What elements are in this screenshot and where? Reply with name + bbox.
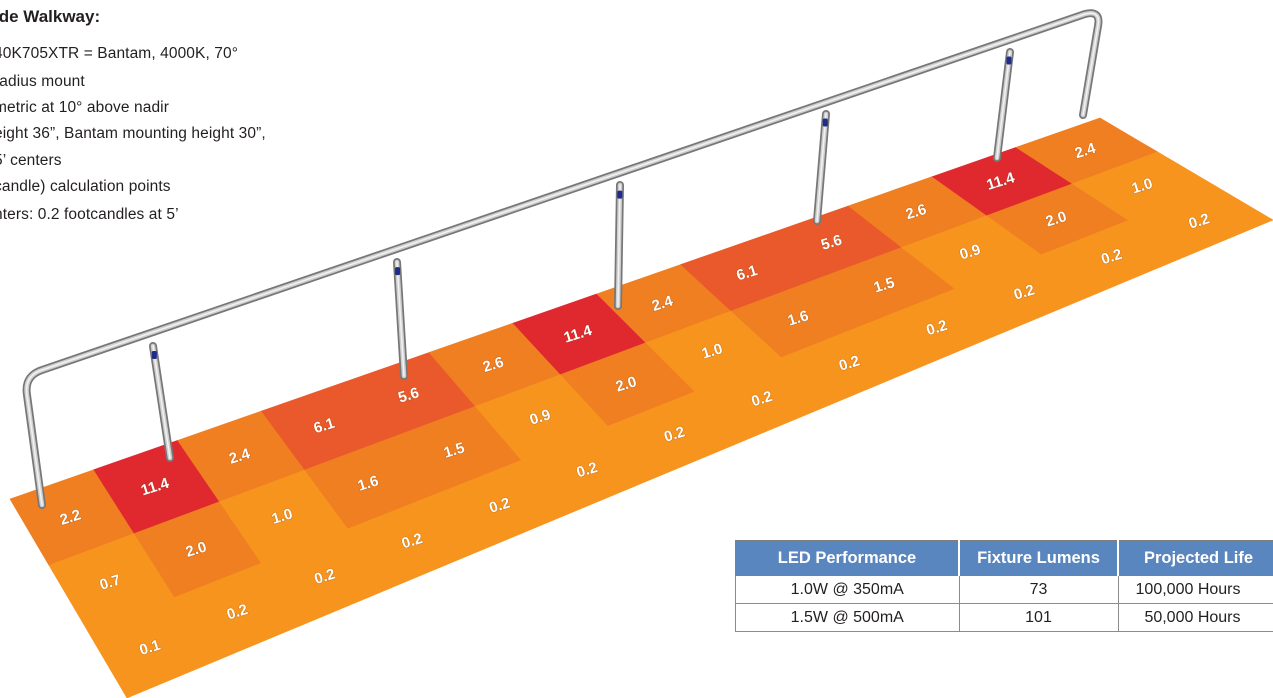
illuminance-value: 2.4 (1073, 140, 1099, 163)
notes-line: nters: 0.2 footcandles at 5’ (0, 206, 179, 223)
illuminance-values: 2.211.42.46.15.62.611.42.46.15.62.611.42… (58, 139, 1213, 659)
illuminance-value: 2.4 (227, 445, 253, 468)
illuminance-value: 2.2 (58, 506, 83, 528)
illuminance-value: 0.2 (1012, 281, 1037, 303)
led-performance-table: LED Performance Fixture Lumens Projected… (735, 540, 1273, 632)
illuminance-value: 0.2 (1187, 210, 1212, 232)
illuminance-value: 5.6 (396, 384, 421, 406)
illuminance-value: 2.6 (904, 201, 929, 223)
illuminance-value: 6.1 (735, 262, 760, 284)
illuminance-value: 1.6 (786, 307, 811, 329)
illuminance-value: 0.2 (400, 530, 425, 552)
illuminance-value: 0.1 (137, 637, 162, 659)
spec-notes: ide Walkway: 40K705XTR = Bantam, 4000K, … (0, 0, 420, 250)
handrail-pipe (816, 113, 827, 222)
illuminance-value: 0.2 (662, 423, 687, 445)
table-header-row: LED Performance Fixture Lumens Projected… (735, 540, 1273, 576)
table-cell: 101 (958, 603, 1119, 632)
table-cell: 50,000 Hours (1117, 603, 1273, 632)
handrail-pipe (396, 261, 405, 377)
illuminance-value: 2.0 (184, 538, 209, 560)
illuminance-value: 0.7 (98, 571, 123, 593)
illuminance-value: 1.5 (872, 274, 897, 296)
illuminance-value: 0.2 (924, 317, 949, 339)
handrail (22, 9, 1103, 509)
illuminance-value: 1.0 (700, 340, 725, 362)
table-row: 1.5W @ 500mA 101 50,000 Hours (735, 603, 1273, 632)
illuminance-value: 0.2 (225, 601, 250, 623)
header-projected-life: Projected Life (1117, 540, 1273, 576)
notes-line: radius mount (0, 73, 85, 90)
bantam-fixture-icon (822, 118, 828, 127)
notes-line: 5’ centers (0, 152, 62, 169)
table-cell: 100,000 Hours (1117, 575, 1273, 604)
header-led-performance: LED Performance (735, 540, 960, 576)
handrail-pipe (152, 345, 171, 459)
notes-line: 40K705XTR = Bantam, 4000K, 70° (0, 45, 239, 62)
illuminance-value: 0.2 (487, 494, 512, 516)
table-cell: 73 (958, 575, 1119, 604)
illuminance-value: 2.6 (481, 354, 506, 376)
illuminance-value: 0.2 (575, 459, 600, 481)
illuminance-value: 6.1 (312, 415, 337, 437)
table-cell: 1.5W @ 500mA (735, 603, 960, 632)
table-cell: 1.0W @ 350mA (735, 575, 960, 604)
illuminance-value: 11.4 (985, 169, 1018, 194)
bantam-fixture-icon (1006, 56, 1012, 65)
illuminance-value: 0.2 (749, 388, 774, 410)
illuminance-value: 2.0 (614, 373, 639, 395)
bantam-fixture-icon (395, 267, 401, 276)
illuminance-value: 1.6 (356, 472, 381, 494)
illuminance-value: 1.0 (1130, 175, 1155, 197)
bantam-fixture-icon (617, 190, 623, 199)
illuminance-value: 5.6 (819, 231, 844, 253)
notes-line: eight 36”, Bantam mounting height 30”, (0, 125, 266, 142)
illuminance-value: 0.9 (528, 406, 553, 428)
grid-cell (1127, 185, 1273, 258)
illuminance-value: 0.2 (312, 566, 337, 588)
header-fixture-lumens: Fixture Lumens (958, 540, 1119, 576)
handrail-pipe (25, 12, 1100, 506)
handrail-pipe (617, 184, 621, 307)
illuminance-value: 2.0 (1044, 208, 1069, 230)
bantam-fixture-icon (151, 350, 157, 359)
handrail-pipe (996, 51, 1011, 159)
illuminance-value: 0.2 (1099, 246, 1124, 268)
illuminance-value: 0.9 (958, 241, 983, 263)
notes-line: candle) calculation points (0, 178, 171, 195)
illuminance-value: 2.4 (650, 292, 676, 315)
notes-line: metric at 10° above nadir (0, 99, 169, 116)
illuminance-value: 1.0 (270, 505, 295, 527)
notes-title: ide Walkway: (0, 7, 101, 26)
table-row: 1.0W @ 350mA 73 100,000 Hours (735, 575, 1273, 604)
illuminance-value: 1.5 (442, 439, 467, 461)
illuminance-value: 0.2 (837, 352, 862, 374)
